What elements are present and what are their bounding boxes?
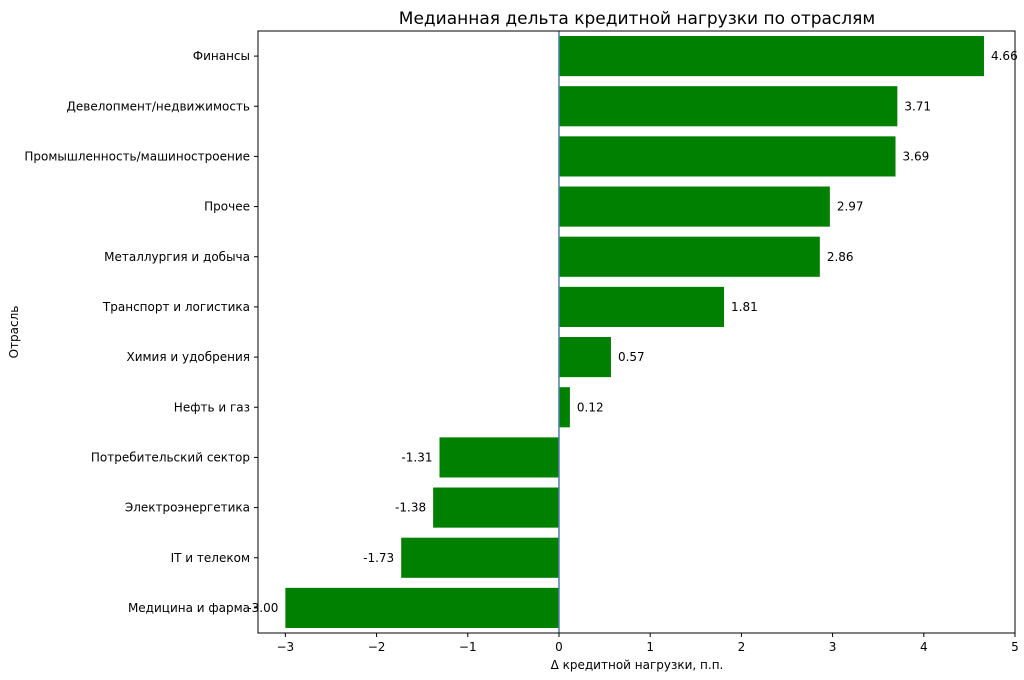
bar bbox=[558, 86, 898, 127]
bar bbox=[433, 487, 559, 528]
value-label: 0.57 bbox=[618, 350, 645, 364]
bar bbox=[285, 587, 559, 628]
x-tick-label: 0 bbox=[555, 640, 563, 654]
value-labels-group: 4.66 3.71 3.69 2.97 2.86 1.81 0.57 0.12 -1.31 -1.… bbox=[247, 49, 1017, 615]
category-label: Прочее bbox=[204, 200, 250, 214]
x-tick-label: 1 bbox=[646, 640, 654, 654]
value-label: -1.73 bbox=[363, 551, 394, 565]
category-label: IT и телеком bbox=[171, 551, 250, 565]
category-labels-group: Финансы Девелопмент/недвижимость Промышлен… bbox=[24, 49, 258, 615]
value-label: 3.71 bbox=[904, 99, 931, 113]
value-label: 3.69 bbox=[903, 149, 930, 163]
category-label: Промышленность/машиностроение bbox=[24, 149, 250, 163]
value-label: -1.38 bbox=[395, 501, 426, 515]
x-ticks-group: −3 −2 −1 0 1 2 3 4 5 bbox=[277, 633, 1019, 654]
bar bbox=[401, 537, 559, 578]
bars-group bbox=[285, 36, 984, 628]
category-label: Металлургия и добыча bbox=[104, 250, 250, 264]
y-axis-label: Отрасль bbox=[7, 306, 21, 359]
chart-title: Медианная дельта кредитной нагрузки по о… bbox=[399, 9, 875, 29]
bar bbox=[558, 236, 820, 277]
x-tick-label: 2 bbox=[738, 640, 746, 654]
value-label: 0.12 bbox=[577, 400, 604, 414]
value-label: 2.86 bbox=[827, 250, 854, 264]
x-axis-label: Δ кредитной нагрузки, п.п. bbox=[551, 658, 724, 672]
value-label: -3.00 bbox=[247, 601, 278, 615]
x-tick-label: 5 bbox=[1011, 640, 1019, 654]
bar bbox=[558, 387, 570, 428]
category-label: Нефть и газ bbox=[174, 400, 250, 414]
category-label: Финансы bbox=[193, 49, 250, 63]
category-label: Электроэнергетика bbox=[125, 501, 250, 515]
x-tick-label: −1 bbox=[459, 640, 477, 654]
bar bbox=[558, 337, 611, 378]
category-label: Транспорт и логистика bbox=[102, 300, 250, 314]
value-label: 1.81 bbox=[731, 300, 758, 314]
bar bbox=[558, 286, 725, 327]
category-label: Потребительский сектор bbox=[91, 450, 250, 464]
bar bbox=[439, 437, 559, 478]
plot-frame bbox=[257, 30, 1016, 634]
value-label: -1.31 bbox=[401, 450, 432, 464]
category-label: Химия и удобрения bbox=[126, 350, 250, 364]
category-label: Медицина и фарма bbox=[128, 601, 250, 615]
x-tick-label: −2 bbox=[368, 640, 386, 654]
category-label: Девелопмент/недвижимость bbox=[67, 99, 250, 113]
x-tick-label: −3 bbox=[277, 640, 295, 654]
x-tick-label: 3 bbox=[829, 640, 837, 654]
bar bbox=[558, 136, 896, 177]
value-label: 4.66 bbox=[991, 49, 1018, 63]
bar bbox=[558, 186, 830, 227]
x-tick-label: 4 bbox=[920, 640, 928, 654]
bar bbox=[558, 36, 984, 77]
value-label: 2.97 bbox=[837, 200, 864, 214]
